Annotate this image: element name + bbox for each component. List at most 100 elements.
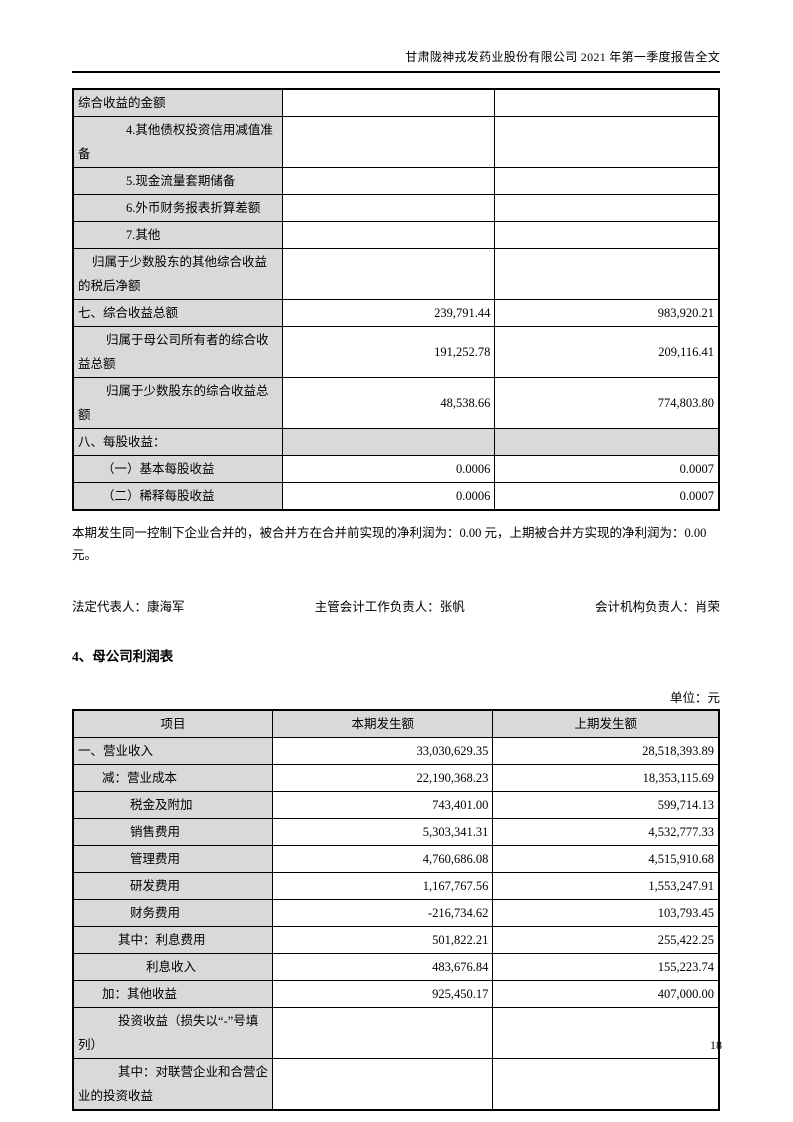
table-row: 其中：利息费用 501,822.21 255,422.25 [72, 926, 720, 954]
row-label: 5.现金流量套期储备 [72, 167, 283, 195]
table-row: 归属于少数股东的综合收益总额 48,538.66 774,803.80 [72, 377, 720, 429]
prior-period-value: 4,515,910.68 [492, 845, 720, 873]
table-row: 4.其他债权投资信用减值准备 [72, 116, 720, 168]
section-heading: 4、母公司利润表 [72, 649, 174, 664]
table-row: （二）稀释每股收益 0.0006 0.0007 [72, 482, 720, 511]
prior-period-value [494, 167, 720, 195]
column-header-current-period: 本期发生额 [272, 709, 494, 738]
table-row: 6.外币财务报表折算差额 [72, 194, 720, 222]
row-label: 管理费用 [72, 845, 274, 873]
table-row: 利息收入 483,676.84 155,223.74 [72, 953, 720, 981]
current-period-value: 33,030,629.35 [272, 737, 494, 765]
prior-period-value [494, 116, 720, 168]
current-period-value [272, 1058, 494, 1111]
table-row: 归属于母公司所有者的综合收益总额 191,252.78 209,116.41 [72, 326, 720, 378]
table-row: 销售费用 5,303,341.31 4,532,777.33 [72, 818, 720, 846]
row-label: 投资收益（损失以“-”号填列） [72, 1007, 274, 1059]
row-label: 研发费用 [72, 872, 274, 900]
prior-period-value [494, 221, 720, 249]
table-row: 5.现金流量套期储备 [72, 167, 720, 195]
current-period-value: 743,401.00 [272, 791, 494, 819]
table-row: 管理费用 4,760,686.08 4,515,910.68 [72, 845, 720, 873]
table-row: 7.其他 [72, 221, 720, 249]
table-row: 研发费用 1,167,767.56 1,553,247.91 [72, 872, 720, 900]
current-period-value [272, 1007, 494, 1059]
row-label: 归属于母公司所有者的综合收益总额 [72, 326, 283, 378]
current-period-value: 191,252.78 [281, 326, 496, 378]
table-row: 财务费用 -216,734.62 103,793.45 [72, 899, 720, 927]
current-period-value: 5,303,341.31 [272, 818, 494, 846]
current-period-value: 1,167,767.56 [272, 872, 494, 900]
row-label: 归属于少数股东的综合收益总额 [72, 377, 283, 429]
current-period-value: 483,676.84 [272, 953, 494, 981]
prior-period-value [494, 194, 720, 222]
page-number: 18 [710, 1038, 722, 1052]
table-row: 综合收益的金额 [72, 88, 720, 117]
row-label: 综合收益的金额 [72, 88, 283, 117]
prior-period-value: 983,920.21 [494, 299, 720, 327]
prior-period-value [494, 248, 720, 300]
row-label: 八、每股收益： [72, 428, 283, 456]
current-period-value [281, 167, 496, 195]
prior-period-value: 103,793.45 [492, 899, 720, 927]
table-row: （一）基本每股收益 0.0006 0.0007 [72, 455, 720, 483]
current-period-value [281, 194, 496, 222]
current-period-value: 48,538.66 [281, 377, 496, 429]
current-period-value: 0.0006 [281, 482, 496, 511]
prior-period-value: 209,116.41 [494, 326, 720, 378]
prior-period-value: 774,803.80 [494, 377, 720, 429]
prior-period-value [492, 1007, 720, 1059]
current-period-value [281, 88, 496, 117]
accounting-head: 会计机构负责人：肖荣 [594, 600, 720, 614]
current-period-value: -216,734.62 [272, 899, 494, 927]
merger-note: 本期发生同一控制下企业合并的，被合并方在合并前实现的净利润为：0.00 元，上期… [72, 526, 707, 562]
table-row: 投资收益（损失以“-”号填列） [72, 1007, 720, 1059]
table-row: 八、每股收益： [72, 428, 720, 456]
chief-accountant: 主管会计工作负责人：张帆 [314, 600, 465, 614]
row-label: 利息收入 [72, 953, 274, 981]
table-row: 税金及附加 743,401.00 599,714.13 [72, 791, 720, 819]
current-period-value [281, 428, 496, 456]
unit-note: 单位：元 [669, 691, 720, 705]
row-label: （一）基本每股收益 [72, 455, 283, 483]
signature-line: 法定代表人：康海军 主管会计工作负责人：张帆 会计机构负责人：肖荣 [72, 596, 720, 615]
prior-period-value [494, 88, 720, 117]
current-period-value [281, 221, 496, 249]
table-row: 归属于少数股东的其他综合收益的税后净额 [72, 248, 720, 300]
current-period-value: 925,450.17 [272, 980, 494, 1008]
current-period-value: 501,822.21 [272, 926, 494, 954]
current-period-value: 239,791.44 [281, 299, 496, 327]
current-period-value [281, 116, 496, 168]
document-header: 甘肃陇神戎发药业股份有限公司 2021 年第一季度报告全文 [72, 48, 720, 73]
current-period-value [281, 248, 496, 300]
prior-period-value [494, 428, 720, 456]
row-label: （二）稀释每股收益 [72, 482, 283, 511]
current-period-value: 22,190,368.23 [272, 764, 494, 792]
row-label: 其中：利息费用 [72, 926, 274, 954]
prior-period-value: 0.0007 [494, 455, 720, 483]
table-row: 七、综合收益总额 239,791.44 983,920.21 [72, 299, 720, 327]
comprehensive-income-table: 综合收益的金额 4.其他债权投资信用减值准备 5.现金流量套期储备 6.外币财务… [72, 88, 720, 511]
row-label: 财务费用 [72, 899, 274, 927]
current-period-value: 0.0006 [281, 455, 496, 483]
table-row: 其中：对联营企业和合营企业的投资收益 [72, 1058, 720, 1111]
document-header-title: 甘肃陇神戎发药业股份有限公司 2021 年第一季度报告全文 [405, 50, 720, 64]
current-period-value: 4,760,686.08 [272, 845, 494, 873]
prior-period-value: 1,553,247.91 [492, 872, 720, 900]
column-header-item: 项目 [72, 709, 274, 738]
prior-period-value: 28,518,393.89 [492, 737, 720, 765]
row-label: 其中：对联营企业和合营企业的投资收益 [72, 1058, 274, 1111]
row-label: 一、营业收入 [72, 737, 274, 765]
row-label: 6.外币财务报表折算差额 [72, 194, 283, 222]
prior-period-value: 255,422.25 [492, 926, 720, 954]
prior-period-value [492, 1058, 720, 1111]
row-label: 七、综合收益总额 [72, 299, 283, 327]
row-label: 销售费用 [72, 818, 274, 846]
table-row: 加：其他收益 925,450.17 407,000.00 [72, 980, 720, 1008]
column-header-prior-period: 上期发生额 [492, 709, 720, 738]
row-label: 7.其他 [72, 221, 283, 249]
row-label: 归属于少数股东的其他综合收益的税后净额 [72, 248, 283, 300]
prior-period-value: 18,353,115.69 [492, 764, 720, 792]
table-header-row: 项目 本期发生额 上期发生额 [72, 709, 720, 738]
